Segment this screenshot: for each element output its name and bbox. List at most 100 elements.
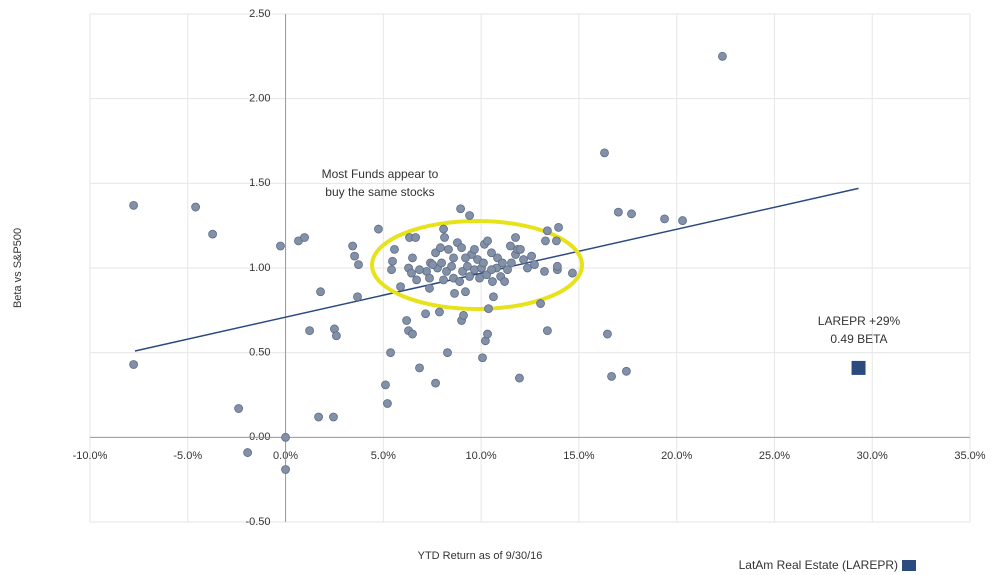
point	[459, 311, 468, 320]
point	[511, 233, 520, 242]
point	[329, 412, 338, 422]
point	[554, 222, 563, 232]
point	[390, 244, 399, 254]
point	[276, 241, 285, 251]
point	[500, 277, 509, 286]
point	[444, 244, 453, 254]
point	[436, 243, 445, 253]
point	[603, 329, 612, 339]
annotation: Most Funds appear to	[322, 167, 439, 181]
annotation: buy the same stocks	[325, 185, 434, 199]
point	[316, 287, 325, 297]
point	[465, 272, 474, 281]
point	[540, 266, 549, 276]
point	[660, 214, 669, 224]
point	[407, 268, 416, 278]
y-tick-label: 1.50	[249, 177, 270, 189]
point	[348, 241, 358, 251]
point	[431, 378, 440, 388]
point	[439, 275, 448, 285]
point	[543, 326, 552, 336]
point	[415, 265, 424, 275]
point	[613, 207, 623, 217]
point	[381, 380, 390, 390]
point	[300, 233, 309, 242]
point	[437, 258, 447, 268]
point	[607, 371, 616, 381]
point	[281, 465, 290, 474]
point	[402, 316, 412, 325]
annotation: 0.49 BETA	[830, 332, 887, 346]
point	[552, 236, 561, 246]
point	[487, 248, 496, 258]
point	[354, 260, 363, 270]
y-tick-label: 1.00	[249, 262, 270, 274]
point	[456, 204, 465, 214]
point	[443, 348, 452, 358]
point	[568, 268, 577, 278]
point	[543, 226, 552, 236]
x-tick-label: 35.0%	[954, 450, 985, 462]
point	[552, 261, 562, 271]
point	[439, 224, 448, 234]
point	[191, 202, 201, 212]
point	[541, 236, 550, 246]
point	[129, 360, 139, 369]
point	[408, 253, 417, 263]
point	[129, 200, 139, 210]
point	[449, 253, 458, 263]
point	[305, 326, 315, 336]
point	[622, 366, 631, 376]
point	[396, 282, 405, 292]
point	[353, 292, 362, 302]
point	[386, 348, 395, 358]
point	[470, 244, 479, 254]
point	[627, 209, 636, 219]
highlight-ellipse	[370, 219, 584, 311]
point	[374, 224, 383, 234]
point	[479, 258, 488, 268]
point	[487, 265, 496, 275]
point	[488, 277, 497, 286]
point	[331, 331, 341, 341]
point	[457, 243, 466, 253]
point	[234, 404, 244, 413]
point	[489, 292, 498, 302]
point	[455, 277, 465, 286]
point	[503, 265, 512, 275]
point	[412, 275, 421, 285]
point	[678, 216, 687, 225]
point	[523, 263, 532, 273]
point	[450, 288, 459, 298]
point	[478, 353, 487, 363]
x-tick-label: 15.0%	[563, 450, 594, 462]
point	[314, 412, 324, 422]
point	[388, 256, 397, 266]
x-tick-label: 20.0%	[661, 450, 692, 462]
x-tick-label: 25.0%	[759, 450, 790, 462]
point	[243, 448, 253, 457]
point	[519, 255, 528, 264]
y-tick-label: 2.00	[249, 93, 270, 105]
point	[483, 329, 492, 339]
point	[428, 260, 438, 270]
point	[411, 233, 421, 242]
point	[281, 432, 290, 442]
point	[350, 251, 359, 261]
x-tick-label: 5.0%	[371, 450, 396, 462]
point	[383, 399, 392, 408]
point	[484, 304, 493, 314]
y-axis-title: Beta vs S&P500	[12, 228, 24, 308]
x-tick-label: -5.0%	[173, 450, 202, 462]
legend-swatch	[902, 560, 916, 571]
point	[483, 236, 492, 246]
point	[506, 241, 515, 251]
point	[515, 373, 524, 383]
point	[498, 258, 507, 268]
point	[530, 260, 539, 270]
y-tick-label: 0.50	[249, 347, 270, 359]
point	[851, 360, 866, 375]
x-tick-label: -10.0%	[73, 450, 108, 462]
legend-label: LatAm Real Estate (LAREPR)	[739, 558, 898, 572]
